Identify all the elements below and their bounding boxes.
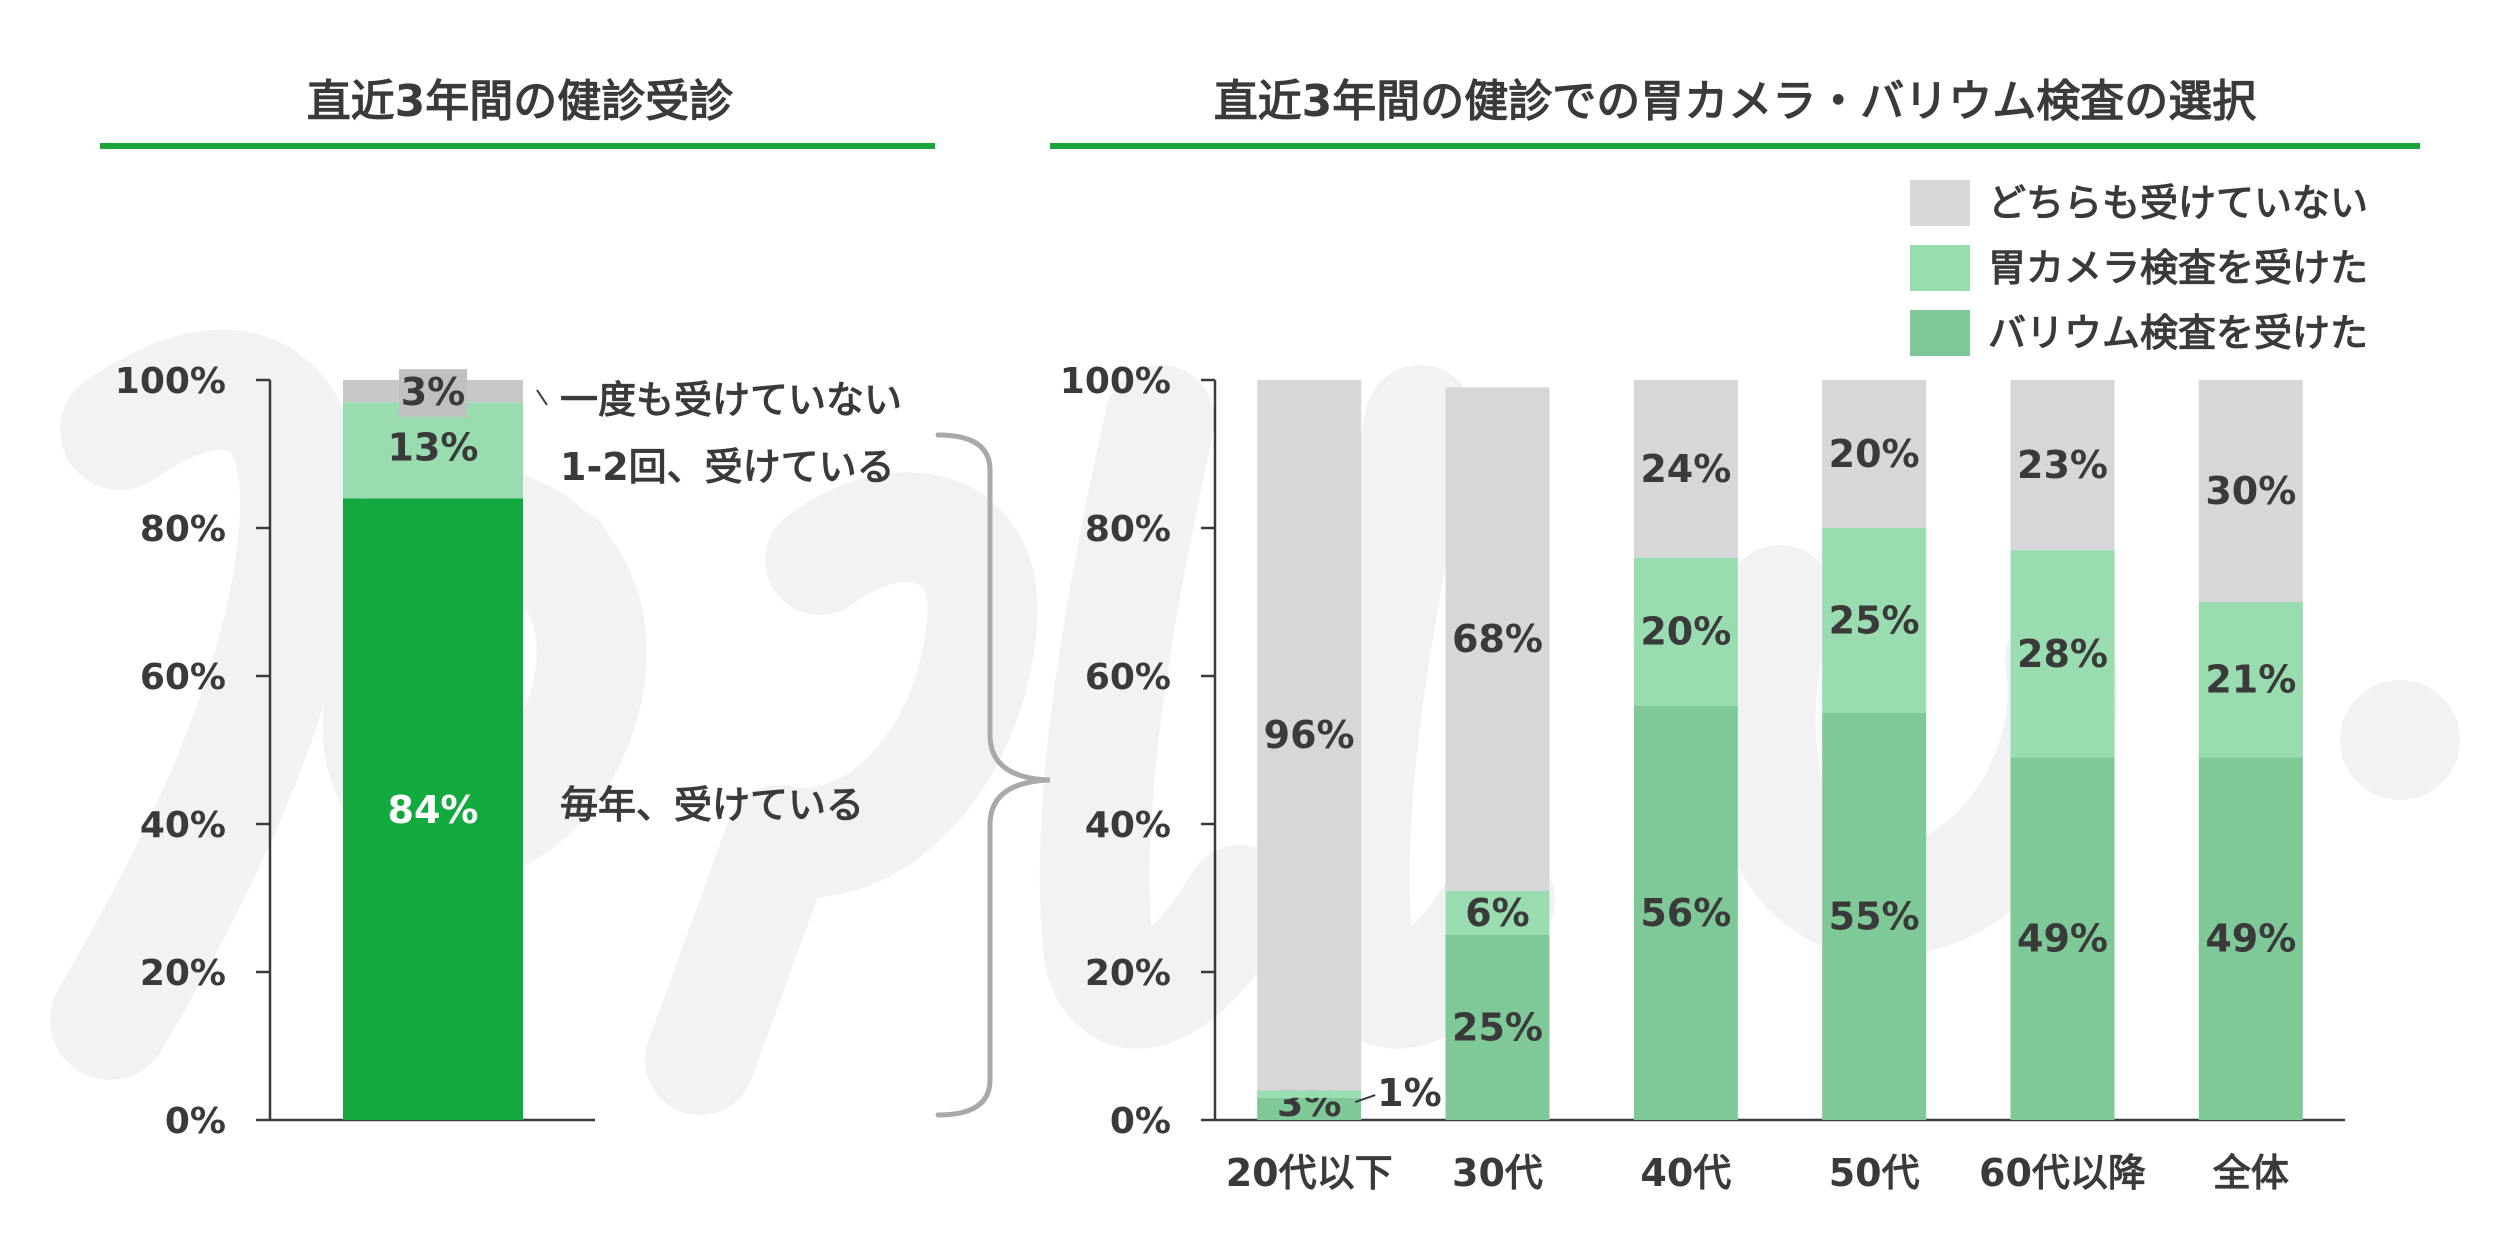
right-y-tick-label: 0% — [1110, 1101, 1171, 1142]
right-bar-label: 23% — [2017, 443, 2108, 487]
left-chart: 0% 20% 40% 60% 80% 100% 84% 13% 3% 一度も受けていない 1-2回、… — [115, 361, 1051, 1142]
left-y-tick-label: 80% — [140, 509, 226, 550]
right-bar-segment — [2198, 380, 2303, 602]
right-bar-label: 20% — [1829, 432, 1920, 476]
right-bar-label: 55% — [1829, 895, 1920, 939]
left-y-tick-label: 60% — [140, 657, 226, 698]
right-bar-segment — [1257, 380, 1362, 1091]
right-bar-segment — [1445, 890, 1550, 935]
right-bar-label: 20% — [1640, 610, 1731, 654]
right-bar-label: 24% — [1640, 447, 1731, 491]
right-category-label: 50代 — [1829, 1151, 1920, 1195]
right-y-tick-label: 100% — [1060, 361, 1171, 402]
right-bar-segment — [1633, 705, 1738, 1120]
right-y-tick-label: 40% — [1085, 805, 1171, 846]
right-bar-label: 1% — [1377, 1071, 1442, 1115]
right-bar-label: 28% — [2017, 632, 2108, 676]
right-bar-segment — [2198, 757, 2303, 1120]
right-bar-label: 49% — [2205, 917, 2296, 961]
chart-title-right: 直近3年間の健診での胃カメラ・バリウム検査の選択 — [1214, 76, 2258, 127]
right-y-tick-label: 20% — [1085, 953, 1171, 994]
right-chart: 0%20%40%60%80%100%3% 1%96%20代以下25%6%68%30… — [1060, 180, 2368, 1195]
right-bar-label: 25% — [1452, 1006, 1543, 1050]
annotation-every-year: 毎年、受けている — [560, 783, 864, 827]
right-y-tick-label: 80% — [1085, 509, 1171, 550]
left-y-tick-label: 40% — [140, 805, 226, 846]
legend-label: 胃カメラ検査を受けた — [1988, 246, 2368, 290]
right-label-leader — [1354, 1094, 1376, 1104]
right-bar-label: 30% — [2205, 469, 2296, 513]
annotation-never: 一度も受けていない — [560, 378, 902, 422]
right-bar-segment — [2198, 602, 2303, 758]
left-bar-label: 3% — [401, 370, 466, 414]
left-small-label-bg — [399, 369, 467, 418]
right-bar-label: 21% — [2205, 658, 2296, 702]
right-bar-segment — [1822, 380, 1927, 528]
right-bar-segment — [1633, 557, 1738, 706]
right-category-label: 20代以下 — [1226, 1151, 1393, 1195]
right-category-label: 全体 — [2212, 1151, 2289, 1195]
right-bar-segment — [1445, 935, 1550, 1120]
right-bar-segment — [1257, 1097, 1362, 1120]
annotation-leader — [536, 389, 548, 406]
left-bar-label: 84% — [388, 788, 479, 832]
chart-title-left: 直近3年間の健診受診 — [307, 76, 735, 127]
right-bar-segment — [1822, 713, 1927, 1120]
right-bar-segment — [1257, 1090, 1362, 1098]
right-bar-segment — [1633, 380, 1738, 558]
right-bar-segment — [2010, 757, 2115, 1120]
left-bar-label: 13% — [388, 425, 479, 469]
right-bar-segment — [2010, 380, 2115, 551]
legend-swatch — [1910, 180, 1970, 226]
annotation-once-twice: 1-2回、受けている — [560, 445, 895, 489]
brace-connector — [935, 432, 1051, 1118]
right-bar-segment — [1822, 528, 1927, 713]
right-bar-label: 49% — [2017, 917, 2108, 961]
right-bar-segment — [2010, 550, 2115, 758]
right-category-label: 30代 — [1452, 1151, 1543, 1195]
legend-label: バリウム検査を受けた — [1988, 311, 2368, 355]
right-bar-segment — [1445, 387, 1550, 891]
legend-swatch — [1910, 245, 1970, 291]
right-bar-label: 56% — [1640, 891, 1731, 935]
left-y-tick-label: 0% — [165, 1101, 226, 1142]
legend-label: どちらも受けていない — [1988, 181, 2368, 225]
right-y-tick-label: 60% — [1085, 657, 1171, 698]
right-bar-label: 6% — [1465, 891, 1530, 935]
legend-swatch — [1910, 310, 1970, 356]
right-bar-label: 96% — [1264, 713, 1355, 757]
right-category-label: 40代 — [1640, 1151, 1731, 1195]
right-bar-label: 25% — [1829, 599, 1920, 643]
left-bar-segment — [343, 402, 523, 499]
right-bar-label: 68% — [1452, 617, 1543, 661]
right-category-label: 60代以降 — [1979, 1151, 2146, 1195]
left-bar-segment — [343, 498, 523, 1120]
left-y-tick-label: 20% — [140, 953, 226, 994]
left-y-tick-label: 100% — [115, 361, 226, 402]
